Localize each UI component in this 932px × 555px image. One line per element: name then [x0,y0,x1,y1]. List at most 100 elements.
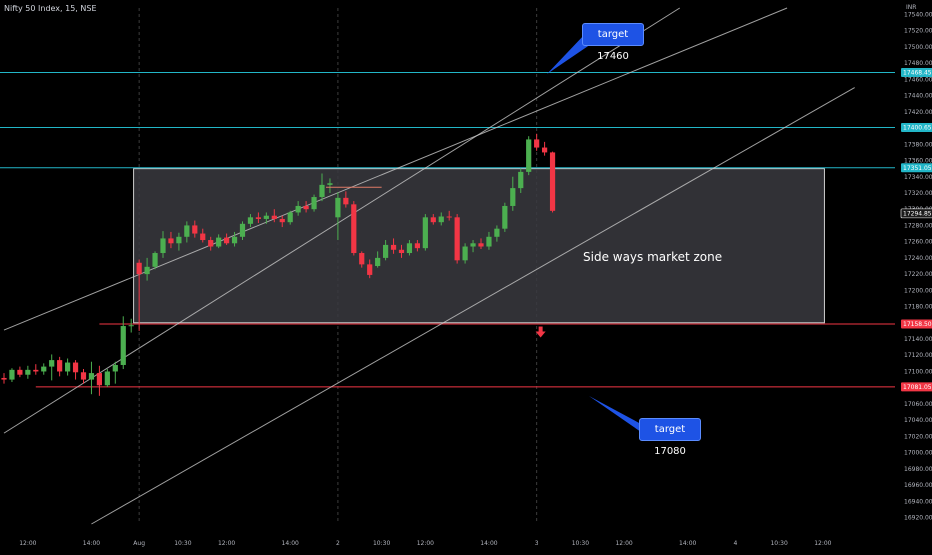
candle-body [526,139,532,172]
candle-body [446,216,452,218]
x-tick-label: 10:30 [770,540,787,547]
candle-body [462,246,468,261]
target-down-pointer [589,396,641,432]
price-label: 17400.65 [903,125,932,132]
candle-body [271,215,277,219]
candle-body [534,139,540,148]
x-tick-label: 12:00 [417,540,434,547]
x-tick-label: 10:30 [174,540,191,547]
x-tick-label: 12:00 [19,540,36,547]
symbol-title[interactable]: Nifty 50 Index, 15, NSE [4,4,97,13]
x-tick-label: 10:30 [572,540,589,547]
price-label: 17468.45 [903,70,932,77]
candle [430,214,436,225]
candle [454,214,460,264]
candle-body [327,183,333,185]
candle-body [470,243,476,247]
candle-body [311,197,317,210]
candle [311,194,317,212]
candle [263,212,269,224]
y-tick-label: 17440.00 [904,93,932,100]
candle-body [168,238,174,244]
candle-body [216,237,222,247]
candle [152,251,158,270]
candle [104,369,110,387]
candle [510,176,516,211]
price-axis[interactable]: 17540.00 17520.00 17500.00 17480.00 17460.00… [900,11,932,522]
price-label: 17351.05 [903,165,932,172]
candle-body [510,188,516,206]
price-label: 17294.85 [903,210,932,217]
price-label-box [901,382,932,392]
y-tick-label: 17200.00 [904,287,932,294]
candle [303,201,309,213]
candle-body [9,369,15,380]
candle-body [128,325,134,327]
candle [327,178,333,193]
x-tick-label: 12:00 [814,540,831,547]
candle [128,318,134,333]
candle-body [542,147,548,153]
candle-body [263,215,269,219]
y-tick-label: 17420.00 [904,109,932,116]
arrow-head [535,331,546,338]
candle [208,236,214,251]
candle-body [176,236,182,244]
candle [406,240,413,256]
y-tick-label: 17540.00 [904,11,932,18]
price-label-box [901,68,932,78]
y-tick-label: 17320.00 [904,190,932,197]
candle-body [518,171,524,189]
x-tick-label: 14:00 [679,540,696,547]
candle-body [112,364,118,372]
candle-body [398,249,405,254]
candle-body [144,266,150,275]
candle-body [33,369,39,372]
candle [33,364,39,375]
candle-body [239,223,246,237]
candle-body [406,243,413,254]
candle-body [319,184,325,198]
candle-body [65,362,71,372]
x-tick-label: 12:00 [615,540,632,547]
candle [231,231,238,247]
candle-body [104,371,110,386]
candle [25,365,31,379]
candle [438,212,444,226]
target-down-callout[interactable]: target 17080 [639,418,701,457]
x-tick-label: Aug [133,540,145,547]
candle [462,243,468,264]
candle [375,251,381,268]
candle-body [303,205,309,210]
candle [390,238,397,254]
candle-body [17,369,23,375]
y-tick-label: 17460.00 [904,76,932,83]
x-tick-label: 3 [535,540,539,547]
candle-body [454,217,460,261]
target-up-callout[interactable]: target 17460 [582,23,644,62]
candle [144,257,150,281]
candle [80,369,87,384]
candle [534,133,540,151]
candle [549,151,556,213]
candle [200,228,206,243]
x-tick-label: 2 [336,540,340,547]
down-arrow-marker [535,326,546,338]
candle [224,233,230,245]
y-tick-label: 17520.00 [904,28,932,35]
y-tick-label: 17060.00 [904,401,932,408]
y-tick-label: 17380.00 [904,141,932,148]
y-tick-label: 16980.00 [904,466,932,473]
time-axis[interactable]: 12:00 14:00 Aug 10:30 12:00 14:00 2 10:30 12:00 1… [19,540,831,547]
candle [383,240,389,261]
candle-body [208,240,214,247]
candle-body [88,373,95,380]
candle [41,363,47,375]
candle [367,259,373,279]
candle [9,368,15,383]
candle-body [160,238,166,254]
x-tick-label: 14:00 [282,540,299,547]
price-label: 17158.50 [903,321,932,328]
